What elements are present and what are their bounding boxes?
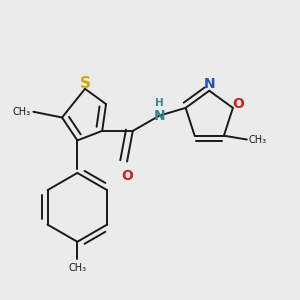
Text: S: S <box>80 76 91 91</box>
Text: O: O <box>233 97 244 111</box>
Text: H: H <box>155 98 164 108</box>
Text: CH₃: CH₃ <box>68 263 86 273</box>
Text: CH₃: CH₃ <box>249 134 267 145</box>
Text: N: N <box>203 77 215 91</box>
Text: CH₃: CH₃ <box>12 107 30 117</box>
Text: N: N <box>154 109 165 123</box>
Text: O: O <box>121 169 133 183</box>
